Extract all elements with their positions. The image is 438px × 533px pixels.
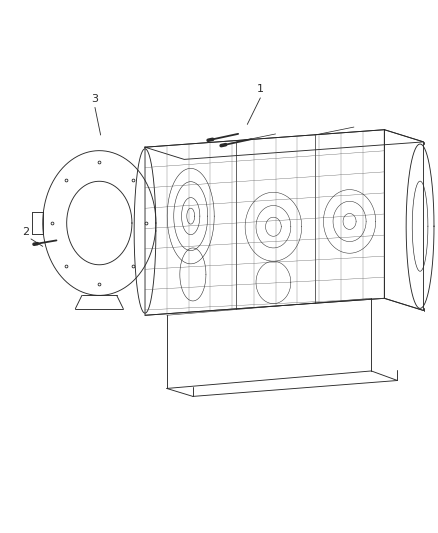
Text: 3: 3 [92,94,99,104]
Text: 2: 2 [22,227,29,237]
Text: 1: 1 [257,84,264,94]
